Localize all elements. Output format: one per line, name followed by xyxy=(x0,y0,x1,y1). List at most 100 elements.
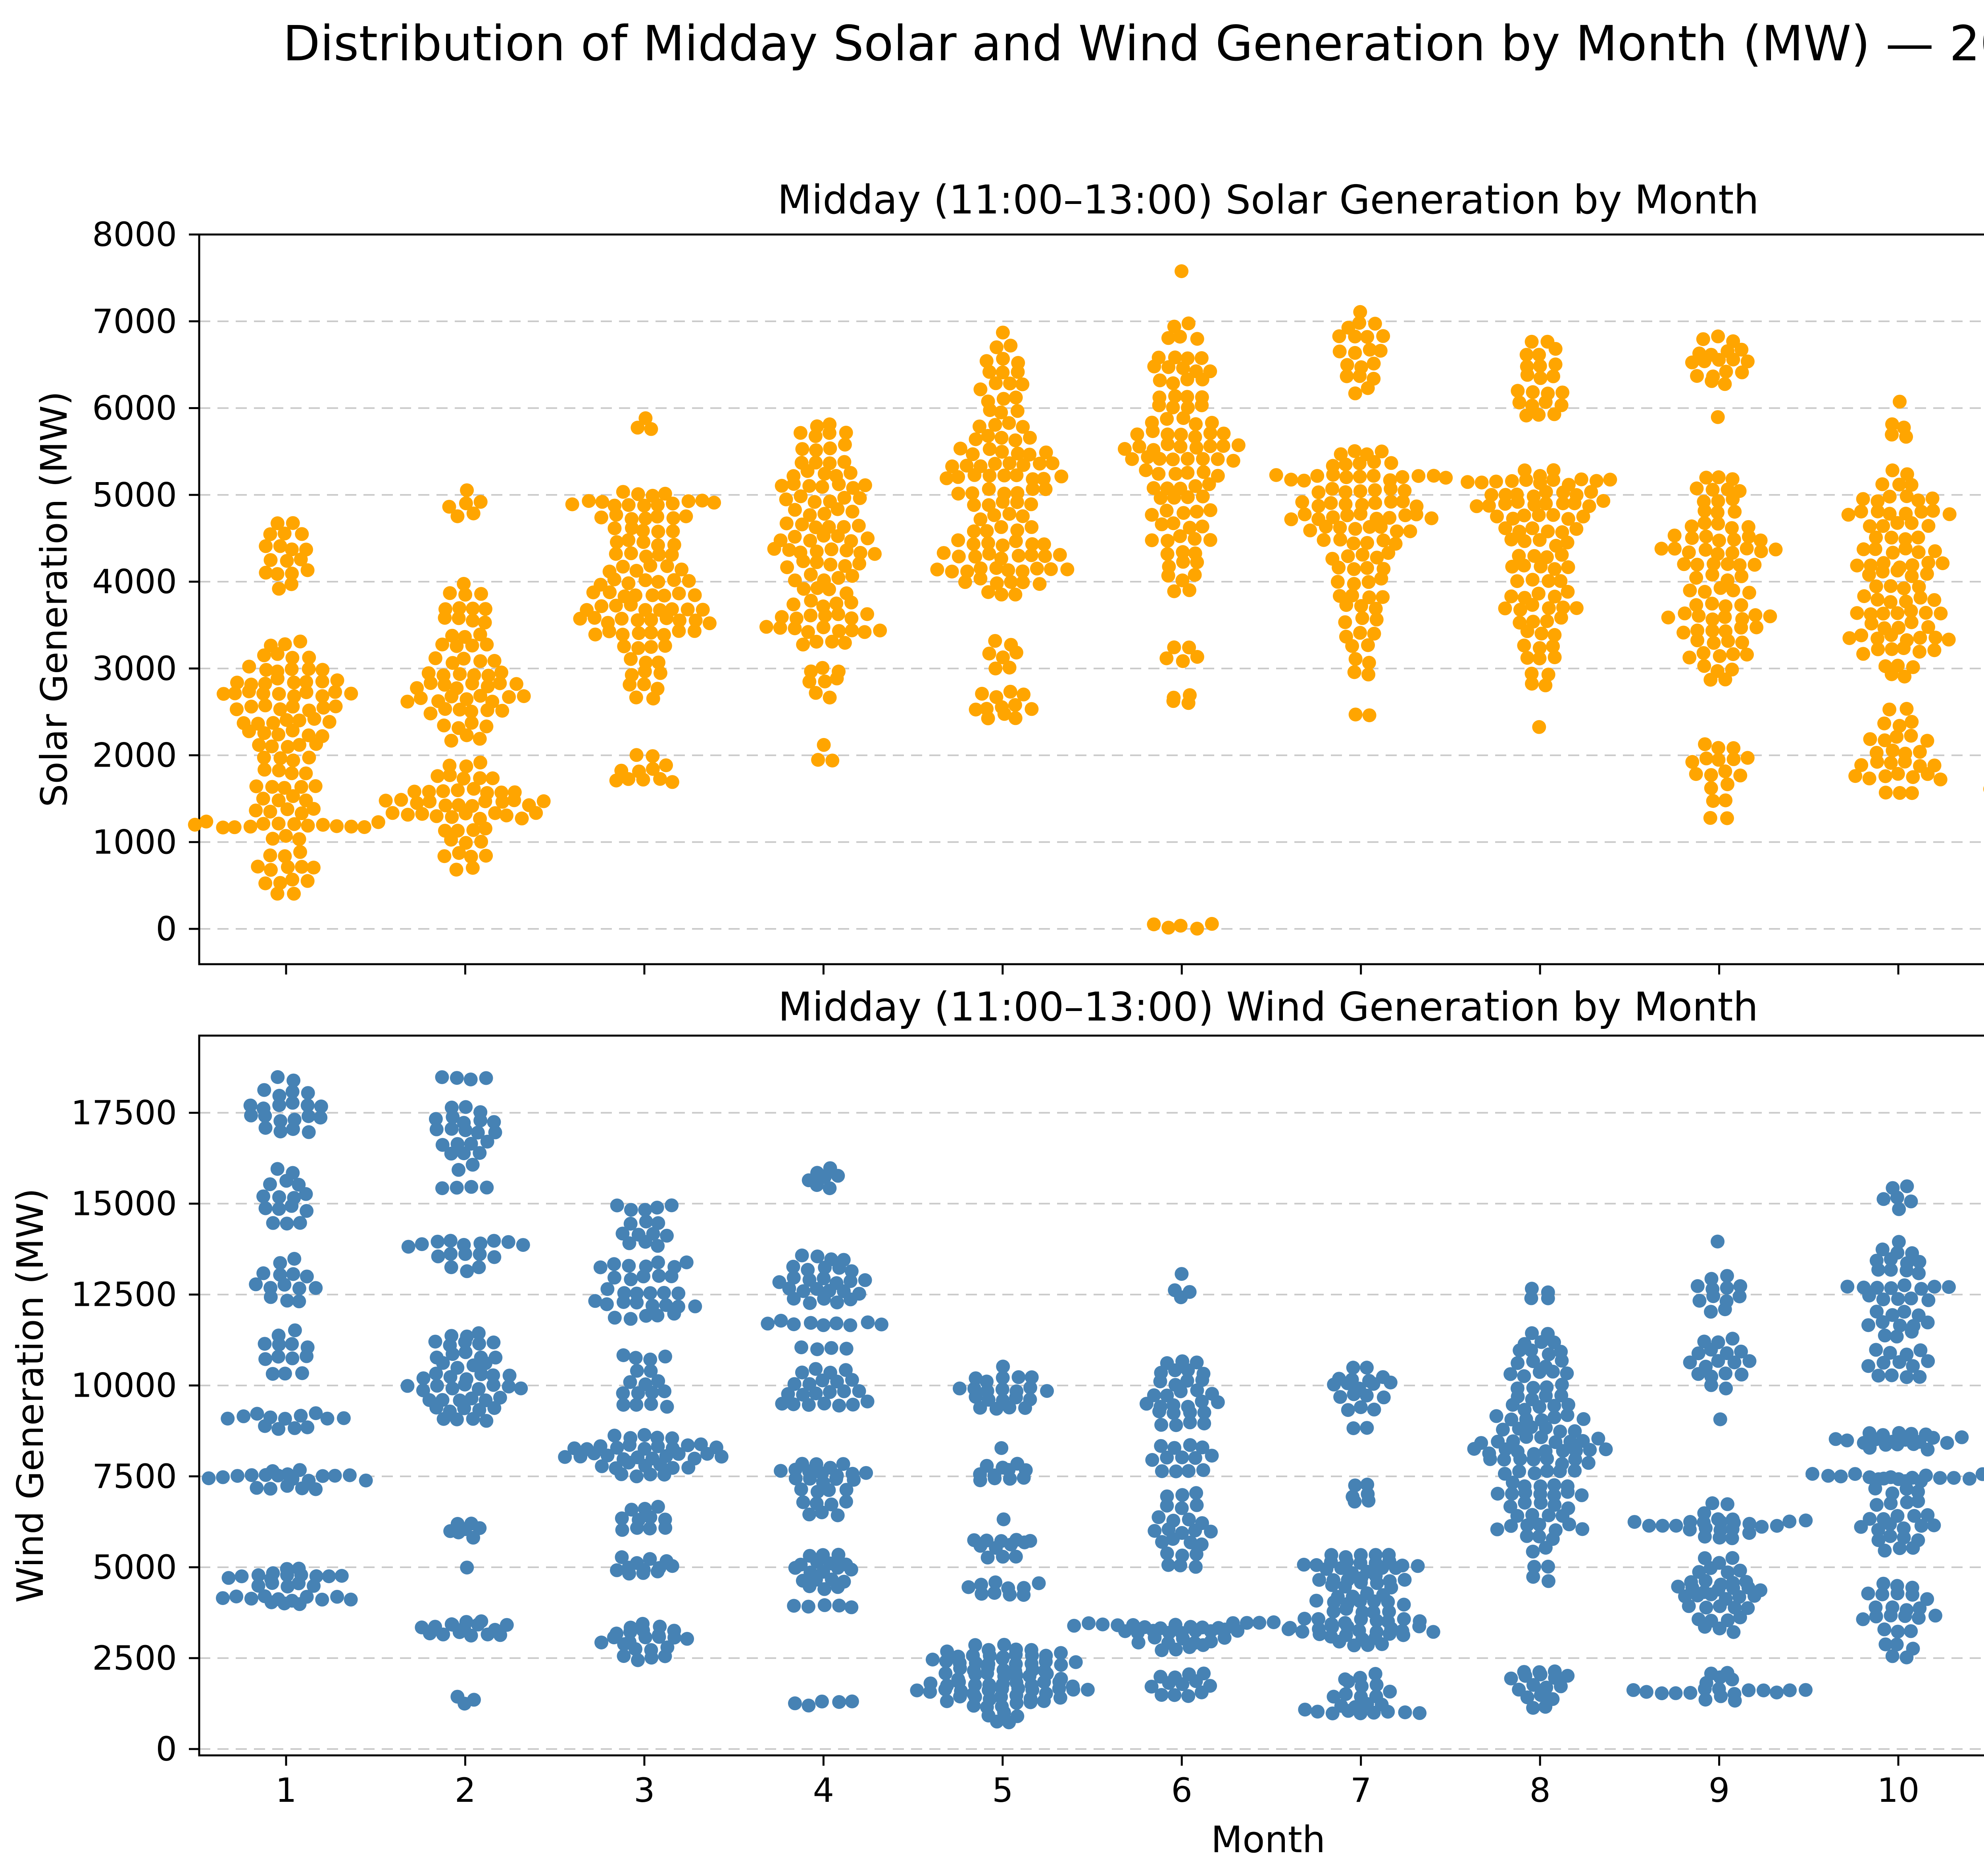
wind-data-point xyxy=(803,1296,817,1310)
wind-data-point xyxy=(279,1174,294,1188)
solar-data-point xyxy=(1203,533,1217,547)
wind-data-point xyxy=(1698,1693,1713,1707)
wind-data-point xyxy=(1080,1683,1095,1697)
solar-data-point xyxy=(1161,437,1175,452)
solar-data-point xyxy=(1217,427,1231,441)
solar-data-point xyxy=(657,628,671,642)
solar-data-point xyxy=(1189,417,1203,431)
wind-data-point xyxy=(446,1110,460,1124)
solar-data-point xyxy=(1180,372,1194,386)
solar-data-point xyxy=(1310,469,1325,483)
solar-data-point xyxy=(1369,612,1384,627)
wind-data-point xyxy=(458,1335,472,1349)
solar-data-point xyxy=(1921,555,1936,570)
wind-data-point xyxy=(839,1495,853,1509)
solar-data-point xyxy=(1748,608,1763,622)
wind-data-point xyxy=(435,1138,450,1152)
solar-data-point xyxy=(330,819,344,833)
solar-data-point xyxy=(1769,542,1783,557)
wind-data-point xyxy=(1840,1280,1855,1294)
solar-data-point xyxy=(1353,305,1367,319)
solar-data-point xyxy=(658,486,672,501)
solar-data-point xyxy=(1332,329,1346,343)
solar-data-point xyxy=(951,486,965,501)
wind-data-point xyxy=(1018,1401,1032,1415)
solar-data-point xyxy=(285,567,299,580)
wind-data-point xyxy=(844,1563,858,1577)
wind-data-point xyxy=(645,1386,659,1400)
solar-data-point xyxy=(1519,473,1533,487)
solar-data-point xyxy=(682,574,696,588)
wind-data-point xyxy=(1727,1355,1742,1370)
wind-data-point xyxy=(1003,1588,1017,1602)
solar-data-point xyxy=(1360,330,1375,344)
wind-data-point xyxy=(1848,1467,1862,1481)
solar-data-point xyxy=(980,524,994,538)
wind-data-point xyxy=(796,1284,811,1298)
solar-data-point xyxy=(1690,481,1704,496)
solar-data-point xyxy=(610,535,624,549)
solar-data-point xyxy=(452,601,467,615)
wind-data-point xyxy=(1875,1242,1890,1257)
y-tick-label: 0 xyxy=(156,1730,177,1768)
solar-data-point xyxy=(857,625,872,639)
solar-data-point xyxy=(1016,420,1030,434)
solar-data-point xyxy=(1740,354,1755,369)
wind-data-point xyxy=(1561,1485,1575,1499)
solar-data-point xyxy=(1546,369,1560,383)
wind-data-point xyxy=(221,1411,235,1426)
x-tick-label: 6 xyxy=(1171,1771,1192,1810)
solar-data-point xyxy=(638,573,653,587)
wind-data-point xyxy=(1037,1694,1051,1708)
wind-data-point xyxy=(1876,1576,1890,1591)
solar-data-point xyxy=(1928,544,1942,558)
solar-data-point xyxy=(1175,264,1189,278)
solar-data-point xyxy=(688,588,702,602)
wind-data-point xyxy=(273,1124,288,1139)
solar-data-point xyxy=(344,686,358,701)
solar-data-point xyxy=(1003,684,1017,699)
wind-data-point xyxy=(1169,1418,1183,1432)
wind-data-point xyxy=(249,1277,263,1292)
solar-data-point xyxy=(1506,511,1520,526)
solar-data-point xyxy=(837,491,852,505)
wind-data-point xyxy=(658,1349,672,1364)
wind-data-point xyxy=(1281,1622,1296,1636)
solar-data-point xyxy=(1718,672,1732,686)
wind-data-point xyxy=(458,1345,473,1359)
solar-data-point xyxy=(429,809,444,823)
wind-data-point xyxy=(286,1267,300,1281)
solar-data-point xyxy=(845,504,859,519)
wind-data-point xyxy=(1333,1390,1348,1404)
solar-data-point xyxy=(800,464,815,478)
solar-data-point xyxy=(1538,678,1553,692)
solar-data-point xyxy=(1141,450,1155,464)
wind-data-point xyxy=(1885,1649,1899,1663)
wind-data-point xyxy=(1725,1672,1739,1687)
wind-data-point xyxy=(938,1666,953,1680)
solar-data-point xyxy=(644,625,658,640)
wind-data-point xyxy=(667,1307,681,1321)
wind-data-point xyxy=(996,1651,1010,1666)
wind-data-point xyxy=(832,1598,846,1613)
wind-data-point xyxy=(1154,1418,1169,1432)
solar-data-point xyxy=(983,403,997,417)
solar-data-point xyxy=(797,582,811,596)
solar-data-point xyxy=(1032,456,1047,471)
wind-data-point xyxy=(1726,1625,1741,1639)
solar-data-point xyxy=(1576,509,1590,524)
solar-data-point xyxy=(466,602,480,616)
wind-data-point xyxy=(1217,1631,1232,1645)
solar-data-point xyxy=(868,547,882,561)
wind-data-point xyxy=(315,1469,330,1483)
wind-data-point xyxy=(1884,1608,1898,1622)
y-tick-label: 8000 xyxy=(92,215,177,254)
solar-data-point xyxy=(1190,505,1204,519)
solar-data-point xyxy=(271,793,286,807)
solar-data-point xyxy=(644,613,658,627)
wind-data-point xyxy=(431,1249,445,1263)
solar-data-point xyxy=(1510,574,1524,588)
wind-data-point xyxy=(1805,1467,1820,1481)
wind-data-point xyxy=(1152,1510,1166,1524)
solar-data-point xyxy=(1161,921,1176,935)
